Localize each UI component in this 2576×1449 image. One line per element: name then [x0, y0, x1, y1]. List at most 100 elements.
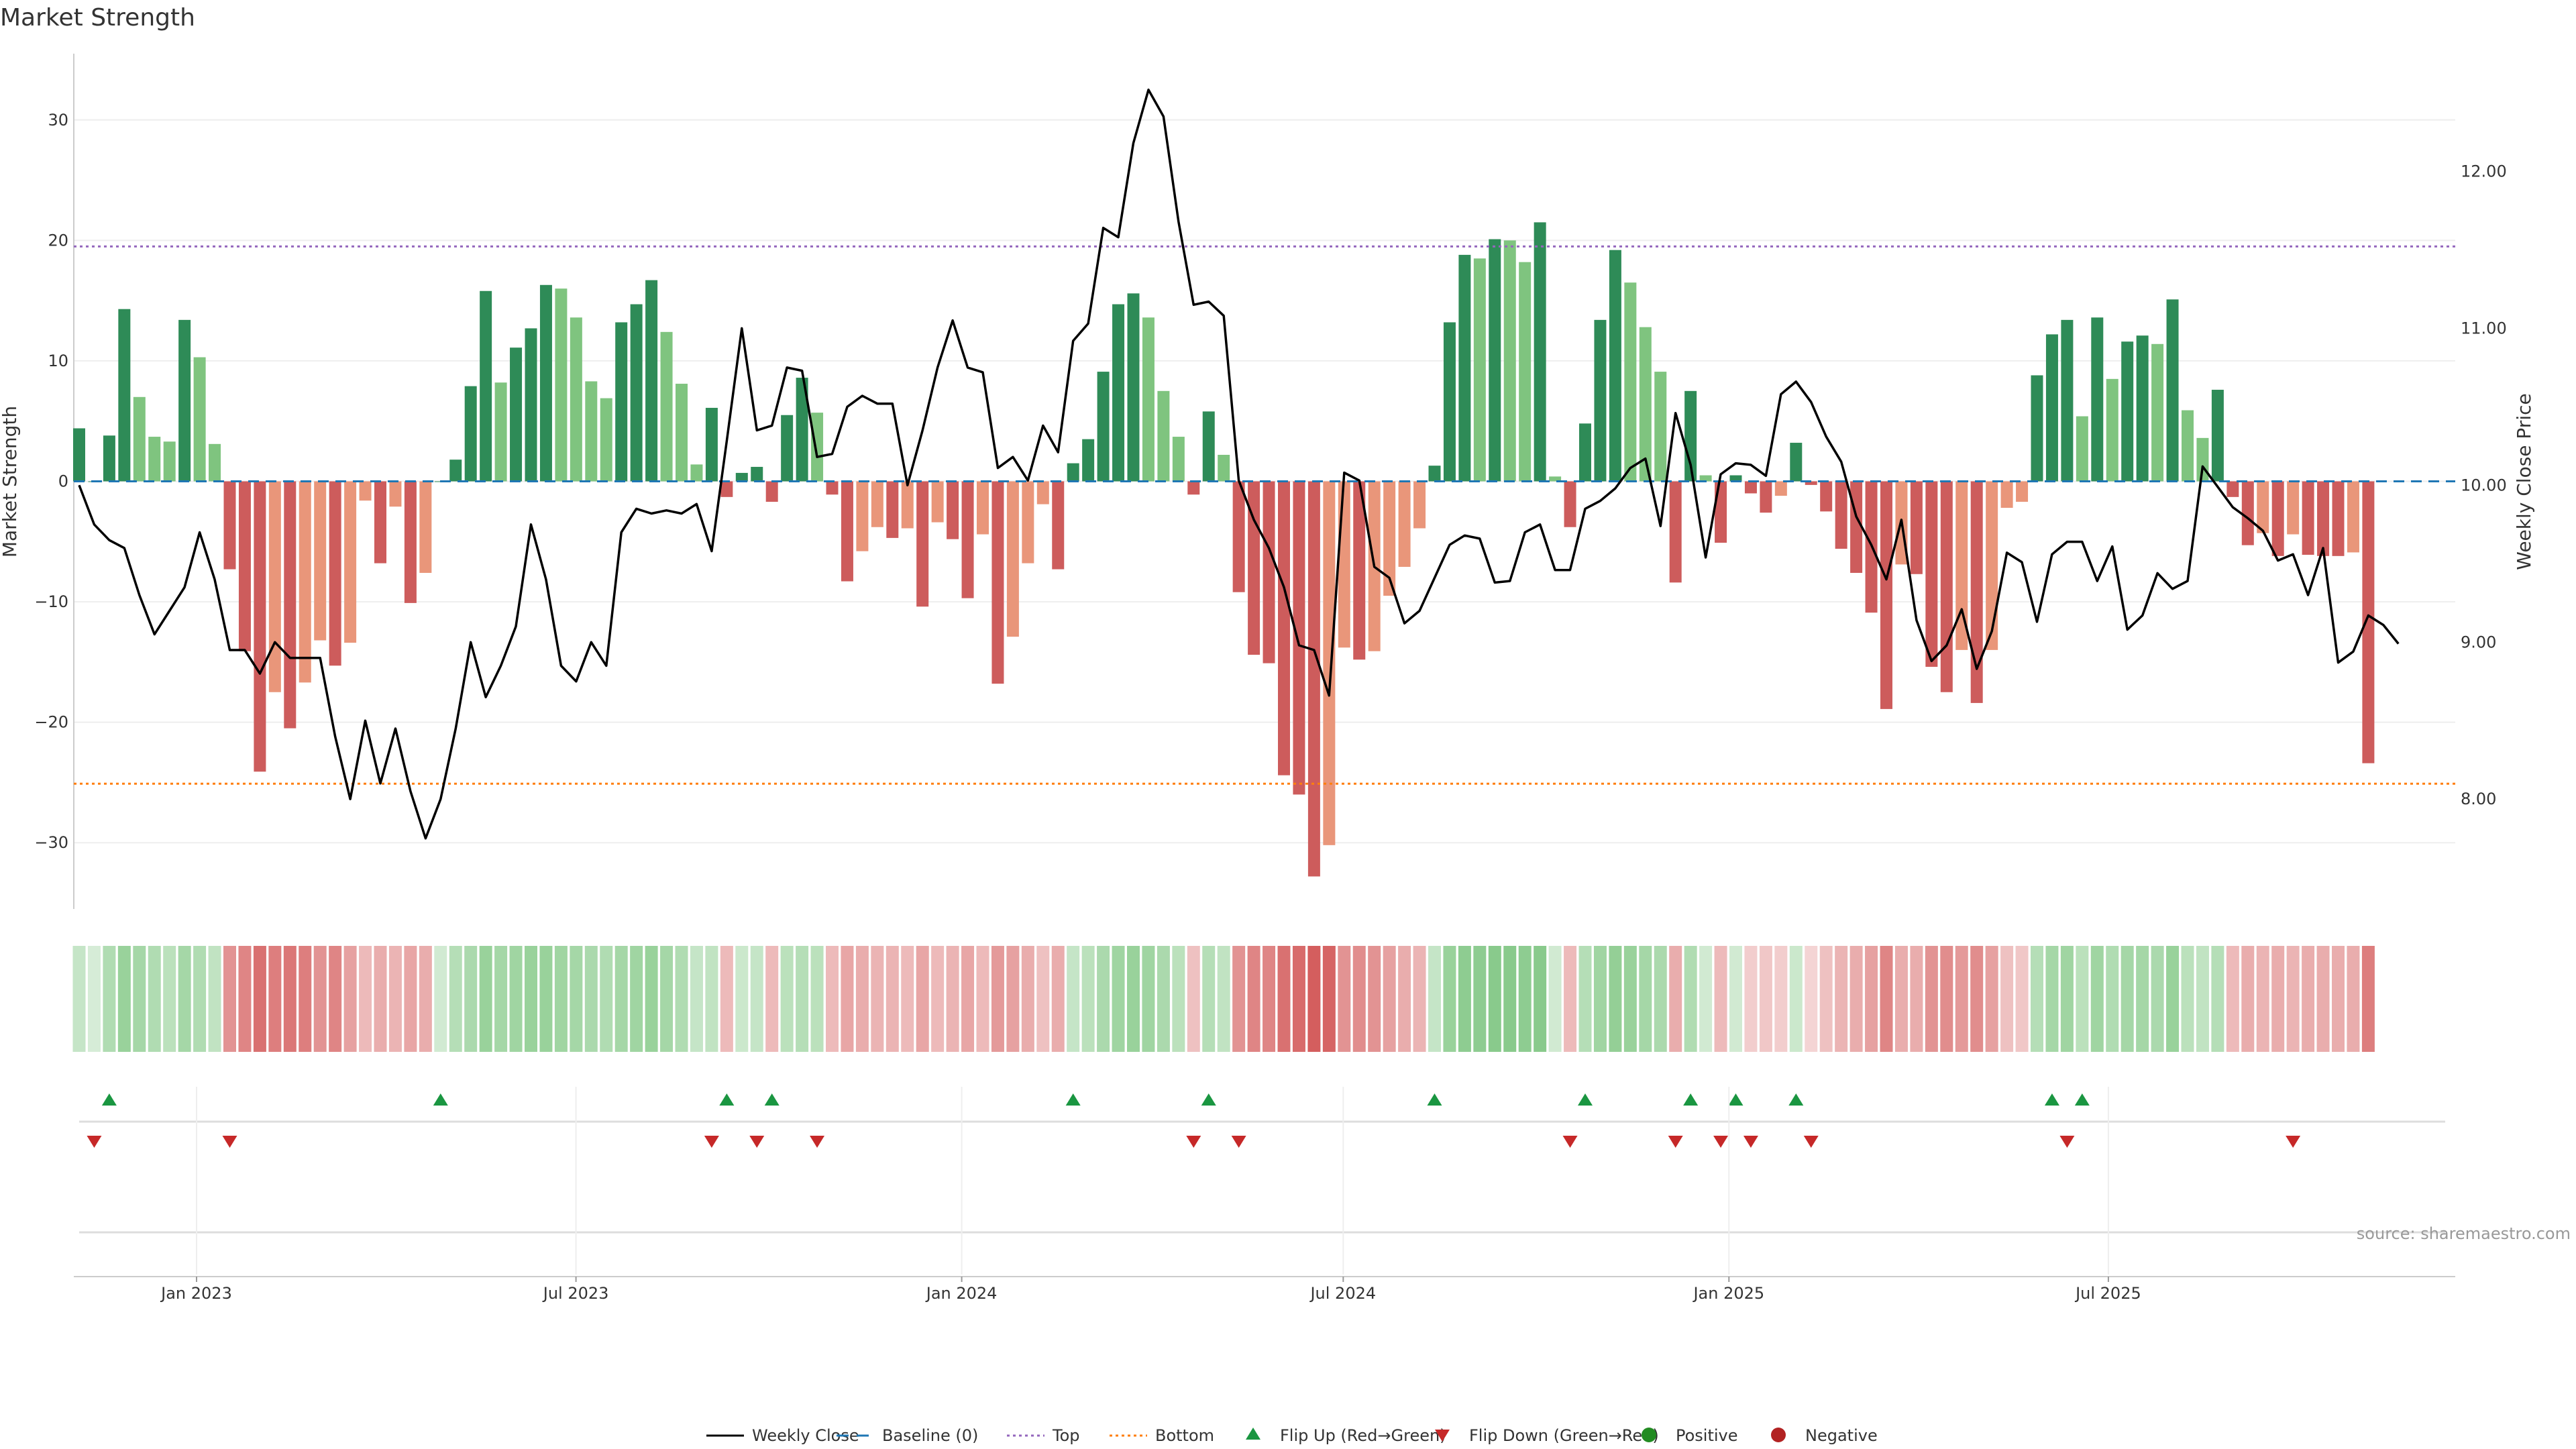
strength-bar: [2226, 481, 2239, 497]
strength-bar: [254, 481, 266, 772]
strength-bar: [1142, 317, 1155, 482]
regime-cell: [449, 946, 462, 1052]
regime-cell: [2226, 946, 2239, 1052]
regime-cell: [525, 946, 537, 1052]
y-tick-label: −10: [34, 592, 68, 611]
regime-cell: [1413, 946, 1426, 1052]
flip-panel: [79, 1093, 2445, 1148]
regime-cell: [2241, 946, 2255, 1052]
regime-cell: [479, 946, 492, 1052]
strength-bar: [781, 415, 794, 482]
legend-swatch: [1435, 1430, 1450, 1442]
x-tick-label: Jan 2023: [160, 1284, 232, 1303]
strength-bar: [1910, 481, 1923, 574]
flip-down-marker: [2059, 1136, 2075, 1148]
regime-cell: [1067, 946, 1080, 1052]
strength-bar: [1413, 481, 1426, 529]
regime-cell: [103, 946, 116, 1052]
regime-cell: [1187, 946, 1200, 1052]
legend-swatch: [1246, 1428, 1260, 1440]
flip-down-marker: [1231, 1136, 1246, 1148]
regime-cell: [1232, 946, 1246, 1052]
flip-up-marker: [2044, 1093, 2059, 1106]
y-tick-label: 10: [48, 352, 68, 370]
regime-cell: [434, 946, 447, 1052]
regime-cell: [253, 946, 266, 1052]
strength-bar: [1157, 390, 1170, 482]
strength-bar: [1835, 481, 1847, 549]
strength-bar: [1760, 481, 1772, 513]
strength-bar: [645, 280, 658, 482]
strength-bar: [1940, 481, 1953, 692]
regime-cell: [2316, 946, 2330, 1052]
regime-cell: [268, 946, 282, 1052]
strength-bar: [525, 328, 537, 482]
regime-cell: [991, 946, 1004, 1052]
strength-bar: [1503, 240, 1516, 482]
regime-cell: [178, 946, 191, 1052]
regime-cell: [1835, 946, 1848, 1052]
legend-item-top: Top: [1007, 1426, 1080, 1445]
y-tick-label: −30: [34, 833, 68, 852]
regime-cell: [2045, 946, 2059, 1052]
strength-bar: [826, 481, 839, 495]
regime-cell: [810, 946, 824, 1052]
strength-bar: [705, 407, 718, 482]
strength-bar: [1383, 481, 1396, 596]
regime-cell: [2136, 946, 2149, 1052]
strength-bar: [389, 481, 402, 507]
strength-bar: [1127, 293, 1140, 482]
regime-cell: [1714, 946, 1727, 1052]
strength-bar: [1925, 481, 1938, 667]
regime-cell: [630, 946, 643, 1052]
regime-cell: [72, 946, 86, 1052]
regime-cell: [780, 946, 794, 1052]
regime-cell: [2361, 946, 2375, 1052]
source-note: source: sharemaestro.com: [2357, 1224, 2571, 1243]
legend-item-close: Weekly Close: [706, 1426, 859, 1445]
strength-bar: [374, 481, 386, 564]
strength-bar: [1955, 481, 1968, 650]
flip-up-marker: [101, 1093, 117, 1106]
strength-bar: [555, 288, 568, 482]
strength-bar: [2211, 390, 2224, 482]
strength-bar: [871, 481, 883, 527]
strength-bar: [1323, 481, 1336, 845]
strength-bar: [480, 290, 492, 482]
regime-cell: [404, 946, 417, 1052]
regime-cell: [1789, 946, 1803, 1052]
strength-bar: [2016, 481, 2029, 502]
x-axis: Jan 2023 Jul 2023 Jan 2024 Jul 2024 Jan 2025…: [74, 1087, 2455, 1303]
regime-cell: [1006, 946, 1020, 1052]
strength-bar: [1715, 481, 1727, 543]
main-panel: 30 20 10 0 −10 −20 −30 12.00 11.00 10.00 9.00 8.00: [34, 54, 2507, 909]
regime-cell: [2256, 946, 2269, 1052]
flip-down-marker: [1668, 1136, 1683, 1148]
legend-label: Negative: [1805, 1426, 1878, 1445]
strength-bar: [765, 481, 778, 502]
regime-cell: [1036, 946, 1050, 1052]
regime-cell: [1910, 946, 1923, 1052]
strength-bar: [1082, 439, 1095, 482]
y-tick-label: 0: [58, 472, 68, 491]
regime-cell: [796, 946, 809, 1052]
strength-bar: [2121, 341, 2134, 482]
regime-cell: [1955, 946, 1968, 1052]
strength-bar: [2166, 299, 2179, 482]
regime-cell: [1849, 946, 1863, 1052]
regime-cell: [329, 946, 342, 1052]
regime-cell: [2181, 946, 2194, 1052]
regime-cell: [735, 946, 749, 1052]
regime-cell: [1609, 946, 1622, 1052]
strength-bar: [1820, 481, 1833, 512]
strength-bar: [615, 322, 628, 482]
regime-cell: [2121, 946, 2134, 1052]
regime-cell: [1774, 946, 1788, 1052]
strength-bar: [1805, 481, 1817, 485]
strength-bar: [1052, 481, 1065, 570]
regime-cell: [1307, 946, 1321, 1052]
strength-bar: [404, 481, 417, 603]
regime-cell: [2332, 946, 2345, 1052]
flip-down-marker: [87, 1136, 102, 1148]
regime-cell: [1157, 946, 1170, 1052]
